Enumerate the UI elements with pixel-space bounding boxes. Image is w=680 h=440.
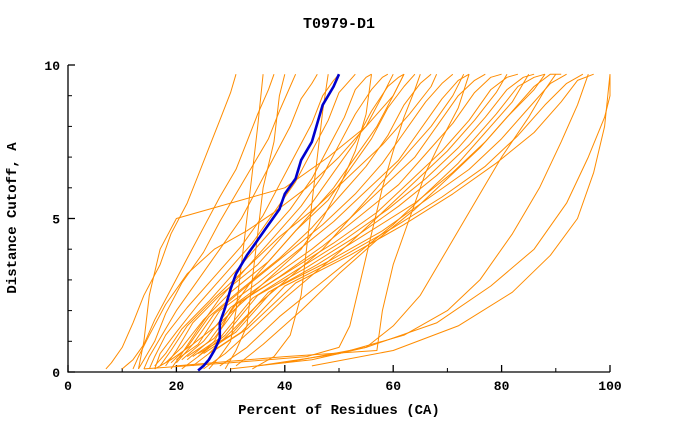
model-line [170,73,438,370]
model-line [143,74,421,370]
model-line [311,74,611,367]
model-line [121,74,275,370]
model-line [143,73,318,370]
model-line [138,73,297,370]
model-line [203,73,508,370]
model-line [219,73,530,367]
x-tick-label: 0 [64,379,72,394]
model-line [197,73,562,355]
model-line [284,74,611,364]
x-tick-label: 60 [385,379,401,394]
highlight-line [197,73,341,372]
model-line [181,73,405,370]
model-line [105,74,237,370]
y-tick-label: 10 [44,59,60,74]
x-tick-label: 80 [494,379,510,394]
model-line [192,73,465,367]
model-line [159,73,389,367]
model-line [203,73,567,355]
y-axis-label: Distance Cutoff, A [5,142,21,294]
model-line [148,73,340,370]
model-line [154,74,372,370]
model-line [214,73,594,351]
model-line [165,73,416,364]
x-axis-label: Percent of Residues (CA) [238,403,440,419]
x-tick-label: 100 [598,379,622,394]
axes: 0 20 40 60 80 100 0 5 10 [44,59,622,394]
y-tick-label: 5 [52,213,60,228]
model-line [176,73,470,361]
model-line [224,74,286,370]
axis-frame [67,65,610,373]
model-line [192,73,535,358]
model-line [138,73,405,369]
y-tick-label: 0 [52,366,60,381]
model-line [132,73,394,370]
model-line [181,73,486,361]
model-line [257,74,589,367]
model-line [176,73,454,364]
model-line [154,73,372,367]
model-line [197,73,546,357]
x-tick-label: 40 [277,379,293,394]
series-lines [105,73,611,372]
chart-title: T0979-D1 [303,16,375,33]
model-line [252,74,329,370]
model-line [235,73,546,367]
model-line [208,73,584,355]
x-tick-label: 20 [169,379,185,394]
model-line [176,74,470,367]
